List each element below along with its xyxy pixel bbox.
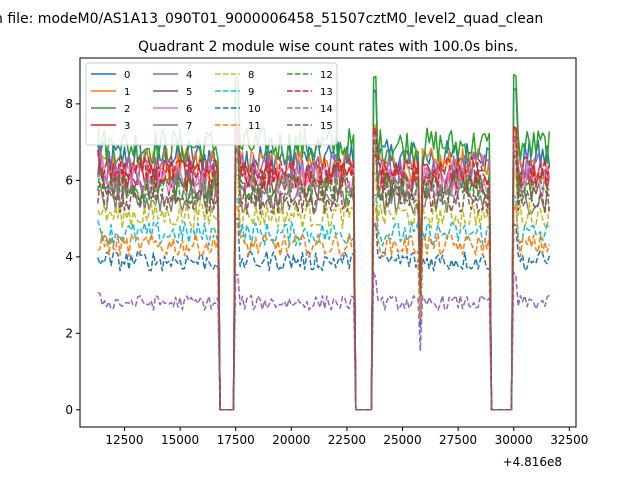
legend-label-7: 7 (186, 121, 192, 132)
legend-label-8: 8 (248, 70, 254, 81)
legend-label-12: 12 (320, 70, 333, 81)
y-tick-label: 2 (65, 326, 73, 340)
axes-layer: 12500 15000 17500 20000 22500 25000 27500 30000… (65, 97, 588, 447)
legend-label-4: 4 (186, 70, 192, 81)
x-tick-label: 27500 (439, 433, 477, 447)
series-line-6 (97, 134, 551, 411)
x-tick-label: 32500 (550, 433, 588, 447)
legend-label-9: 9 (248, 87, 254, 98)
x-tick-label: 20000 (272, 433, 310, 447)
series-line-13 (97, 127, 551, 411)
series-line-10 (97, 217, 551, 411)
chart-title: Quadrant 2 module wise count rates with … (138, 39, 518, 55)
y-tick-label: 6 (65, 173, 73, 187)
legend-label-15: 15 (320, 121, 333, 132)
series-line-4 (97, 132, 551, 411)
legend-box (85, 62, 338, 146)
legend-label-5: 5 (186, 87, 192, 98)
series-line-12 (97, 137, 550, 411)
series-line-11 (97, 202, 551, 411)
legend-label-11: 11 (248, 121, 261, 132)
x-tick-label: 25000 (383, 433, 421, 447)
legend-label-2: 2 (124, 104, 130, 115)
legend-label-6: 6 (186, 104, 192, 115)
y-tick-label: 8 (65, 97, 73, 111)
series-line-8 (97, 170, 551, 411)
x-offset-label: +4.816e8 (503, 455, 562, 469)
x-tick-label: 17500 (217, 433, 255, 447)
legend-label-10: 10 (248, 104, 261, 115)
legend-label-14: 14 (320, 104, 333, 115)
plot-frame (79, 57, 577, 428)
x-tick-label: 15000 (161, 433, 199, 447)
y-tick-label: 0 (65, 403, 73, 417)
x-tick-label: 12500 (105, 433, 143, 447)
x-tick-label: 30000 (495, 433, 533, 447)
series-line-14 (97, 271, 550, 411)
series-line-15 (97, 153, 551, 411)
figure-suptitle: n file: modeM0/AS1A13_090T01_9000006458_… (0, 11, 543, 27)
legend-label-0: 0 (124, 70, 130, 81)
legend-label-3: 3 (124, 121, 130, 132)
x-tick-label: 22500 (328, 433, 366, 447)
series-line-9 (97, 194, 550, 411)
legend-label-1: 1 (124, 87, 130, 98)
y-tick-label: 4 (65, 250, 73, 264)
legend-label-13: 13 (320, 87, 333, 98)
